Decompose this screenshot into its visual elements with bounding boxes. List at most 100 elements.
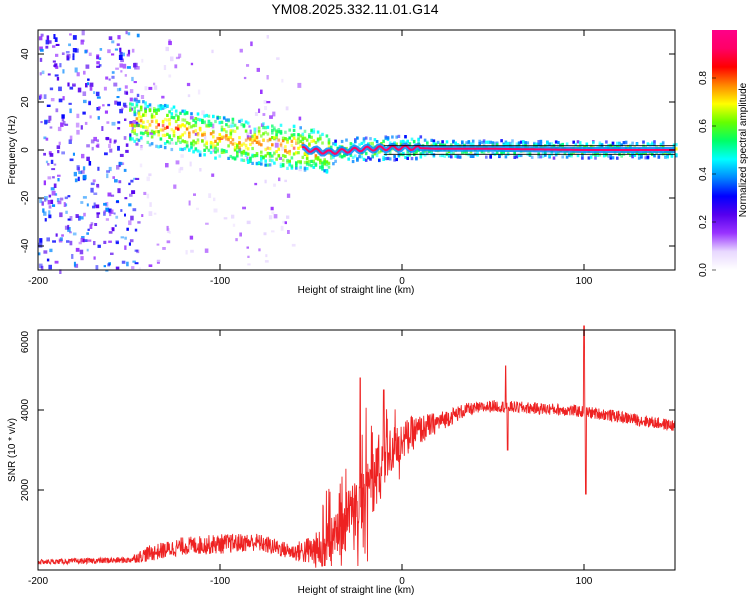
spectrogram-ridge-cell <box>214 156 217 160</box>
spectrogram-cell <box>126 53 130 57</box>
spectrogram-ridge-cell <box>613 144 617 148</box>
spectrogram-cell <box>51 190 56 196</box>
spectrogram-ridge-cell <box>664 155 667 159</box>
spectrogram-cell <box>123 168 127 172</box>
spectrogram-ridge-cell <box>347 157 350 161</box>
spectrogram-ridge-cell <box>535 142 538 146</box>
spectrogram-cell <box>81 30 85 36</box>
spectrogram-cell <box>134 62 138 67</box>
spectrogram-ridge-cell <box>268 163 272 167</box>
spectrogram-ridge-cell <box>371 141 374 145</box>
spectrogram-ridge-cell <box>262 126 265 130</box>
spectrogram-ridge-cell <box>131 129 134 134</box>
spectrogram-ridge-cell <box>461 151 464 155</box>
spectrogram-cell <box>67 195 71 198</box>
spectrogram-ridge-cell <box>275 157 278 161</box>
spectrogram-ridge-cell <box>168 123 171 127</box>
spectrogram-cell <box>193 193 196 196</box>
spectrogram-ridge-cell <box>568 154 571 158</box>
spectrogram-ridge-cell <box>312 165 316 169</box>
spectrogram-cell <box>271 211 275 215</box>
spectrogram-ridge-cell <box>161 133 165 137</box>
spectrogram-ridge-cell <box>279 131 283 135</box>
colorbar-tick-label: 0.0 <box>698 263 709 277</box>
spectrogram-ridge-cell <box>598 153 602 157</box>
spectrogram-cell <box>90 182 95 186</box>
spectrogram-ridge-cell <box>609 156 613 160</box>
spectrogram-cell <box>62 69 65 74</box>
spectrogram-cell <box>45 160 49 164</box>
spectrogram-ridge-cell <box>133 98 136 102</box>
spectrogram-ridge-cell <box>157 123 160 127</box>
spectrogram-ridge-cell <box>279 144 283 148</box>
spectrogram-cell <box>270 206 274 211</box>
spectrogram-ridge-cell <box>412 150 416 155</box>
spectrogram-ridge-cell <box>308 163 311 167</box>
spectrogram-ridge-cell <box>406 156 409 160</box>
spectrogram-cell <box>87 239 92 242</box>
spectrogram-ridge-cell <box>456 143 460 147</box>
spectrogram-cell <box>89 115 92 119</box>
spectrogram-ridge-cell <box>312 161 316 165</box>
spectrogram-ridge-cell <box>166 113 169 117</box>
spectrogram-ridge-cell <box>159 105 163 109</box>
spectrogram-x-label: Height of straight line (km) <box>298 285 415 296</box>
spectrogram-ridge-cell <box>203 120 206 124</box>
spectrogram-cell <box>129 193 133 197</box>
spectrogram-cell <box>81 153 85 159</box>
spectrogram-ridge-cell <box>316 130 320 134</box>
spectrogram-ridge-cell <box>194 129 198 133</box>
spectrogram-ridge-cell <box>367 156 370 160</box>
spectrogram-cell <box>47 163 50 166</box>
spectrogram-ridge-cell <box>229 141 233 145</box>
spectrogram-ridge-cell <box>262 132 265 136</box>
spectrogram-cell <box>59 212 63 218</box>
spectrogram-ridge-cell <box>469 154 473 158</box>
spectrogram-ridge-cell <box>203 131 206 135</box>
spectrogram-cell <box>43 250 48 254</box>
spectrogram-ridge-cell <box>323 158 326 162</box>
spectrogram-ridge-cell <box>319 161 322 165</box>
spectrogram-ridge-cell <box>203 143 206 147</box>
spectrogram-ridge-cell <box>371 145 374 149</box>
spectrogram-cell <box>179 166 184 171</box>
spectrogram-cell <box>286 215 290 219</box>
spectrogram-cell <box>143 191 147 195</box>
spectrogram-cell <box>166 225 169 231</box>
spectrogram-cell <box>134 66 137 70</box>
spectrogram-ridge-cell <box>179 147 182 151</box>
spectrogram-cell <box>56 145 61 149</box>
spectrogram-ridge-cell <box>255 140 259 144</box>
spectrogram-ridge-cell <box>273 135 276 140</box>
spectrogram-ridge-cell <box>329 145 333 149</box>
spectrogram-ridge-cell <box>166 125 169 129</box>
spectrogram-ridge-cell <box>305 138 309 142</box>
spectrogram-cell <box>87 78 90 81</box>
spectrogram-ridge-cell <box>131 102 134 106</box>
spectrogram-ridge-core <box>301 144 675 155</box>
spectrogram-cell <box>197 89 201 95</box>
spectrogram-ridge-cell <box>196 112 200 116</box>
spectrogram-ridge-cell <box>214 150 217 154</box>
spectrogram-ridge-cell <box>249 157 252 161</box>
spectrogram-ridge-cell <box>301 155 305 159</box>
spectrogram-cell <box>96 107 100 111</box>
spectrogram-ridge-cell <box>225 130 228 134</box>
spectrogram-ridge-cell <box>303 160 307 165</box>
spectrogram-ridge-cell <box>495 143 499 147</box>
spectrogram-cell <box>43 136 47 140</box>
spectrogram-cell <box>128 203 132 207</box>
spectrogram-cell <box>129 121 133 125</box>
spectrogram-ridge-cell <box>454 141 457 145</box>
spectrogram-ridge-cell <box>260 154 263 158</box>
spectrogram-ridge-cell <box>271 131 274 135</box>
spectrogram-ridge-cell <box>515 142 519 146</box>
spectrogram-cell <box>168 231 171 234</box>
spectrogram-cell <box>298 116 302 121</box>
spectrogram-cell <box>243 76 247 80</box>
spectrogram-ridge-cell <box>142 120 145 124</box>
spectrogram-ridge-cell <box>242 151 246 155</box>
spectrogram-cell <box>180 154 184 158</box>
spectrogram-cell <box>271 230 275 233</box>
